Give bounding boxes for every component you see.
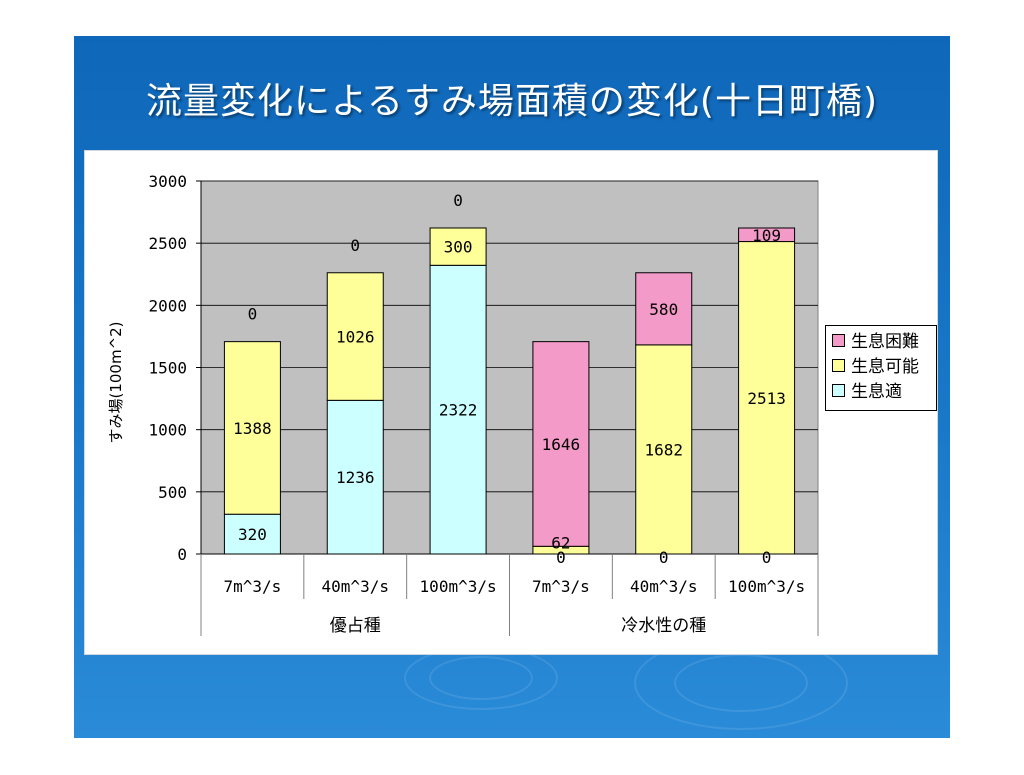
bar-segment xyxy=(532,341,590,547)
data-label: 0 xyxy=(659,548,669,567)
bar-segment xyxy=(635,344,693,555)
data-label: 1236 xyxy=(336,468,375,487)
y-tick-label: 1500 xyxy=(148,359,187,378)
data-label: 1646 xyxy=(542,435,581,454)
data-label: 2513 xyxy=(747,389,786,408)
ripple-decoration xyxy=(429,656,533,700)
data-label: 1682 xyxy=(644,440,683,459)
bar-segment xyxy=(738,227,796,243)
bar-segment xyxy=(326,272,384,401)
bar-segment xyxy=(738,241,796,555)
x-group-label: 優占種 xyxy=(330,616,381,636)
legend-swatch xyxy=(832,333,845,347)
data-label: 2322 xyxy=(439,401,478,420)
data-label: 580 xyxy=(649,300,678,319)
data-label: 0 xyxy=(350,236,360,255)
data-label: 0 xyxy=(762,548,772,567)
y-tick-label: 500 xyxy=(158,483,187,502)
legend-label: 生息適 xyxy=(851,382,902,402)
legend-label: 生息困難 xyxy=(851,332,919,352)
data-label: 320 xyxy=(238,525,267,544)
legend-swatch xyxy=(832,383,845,397)
y-tick-label: 1000 xyxy=(148,421,187,440)
data-label: 1388 xyxy=(233,419,272,438)
data-label: 62 xyxy=(551,533,570,552)
bar-segment xyxy=(635,272,693,346)
x-tick-label: 7m^3/s xyxy=(532,577,590,596)
x-tick-label: 40m^3/s xyxy=(322,577,389,596)
x-group-label: 冷水性の種 xyxy=(621,616,706,636)
legend-item: 生息可能 xyxy=(832,356,919,378)
bar-segment xyxy=(223,341,281,515)
x-tick-label: 100m^3/s xyxy=(728,577,805,596)
y-tick-label: 2500 xyxy=(148,234,187,253)
x-tick-label: 40m^3/s xyxy=(630,577,697,596)
legend-item: 生息適 xyxy=(832,381,902,403)
legend-swatch xyxy=(832,358,845,372)
data-label: 0 xyxy=(248,305,258,324)
slide-background: 流量変化によるすみ場面積の変化(十日町橋) 0 500 1000 1500 2000 25… xyxy=(74,36,950,738)
x-tick-label: 7m^3/s xyxy=(224,577,282,596)
data-label: 300 xyxy=(444,238,473,257)
chart-panel: 0 500 1000 1500 2000 2500 3000 すみ場(100m^2) 320 13… xyxy=(84,150,938,655)
data-label: 109 xyxy=(752,226,781,245)
legend-label: 生息可能 xyxy=(851,357,919,377)
ripple-decoration xyxy=(674,654,808,712)
stacked-bar-chart: 050010001500200025003000すみ場(100m^2)32013… xyxy=(107,172,819,636)
y-axis-label: すみ場(100m^2) xyxy=(107,321,125,443)
x-tick-label: 100m^3/s xyxy=(420,577,497,596)
data-label: 0 xyxy=(556,548,566,567)
legend-item: 生息困難 xyxy=(832,331,919,353)
bar-segment xyxy=(429,264,487,555)
y-tick-label: 0 xyxy=(177,545,187,564)
y-tick-label: 3000 xyxy=(148,172,187,191)
y-tick-label: 2000 xyxy=(148,296,187,315)
slide-title: 流量変化によるすみ場面積の変化(十日町橋) xyxy=(145,81,878,122)
data-label: 0 xyxy=(453,191,463,210)
bar-segment xyxy=(223,513,281,555)
chart-legend: 生息困難生息可能生息適 xyxy=(825,325,937,411)
bar-segment xyxy=(326,399,384,555)
data-label: 1026 xyxy=(336,328,375,347)
bar-segment xyxy=(429,227,487,266)
